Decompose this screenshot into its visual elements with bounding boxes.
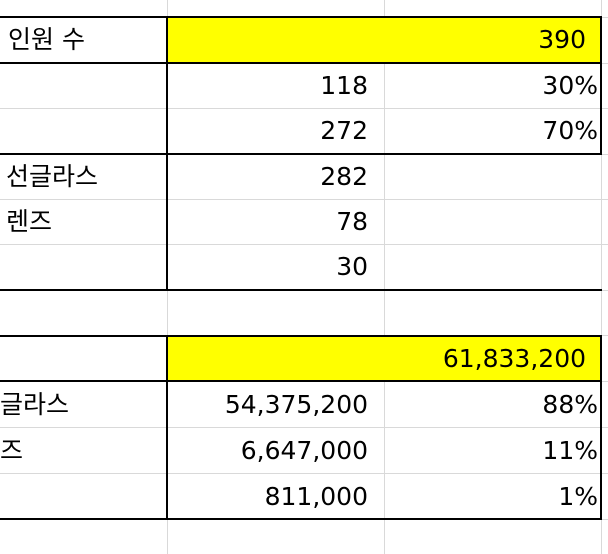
table2-border-header [0,380,602,382]
table1-border-right [600,16,602,155]
table1-row-count[interactable]: 282 [320,162,368,191]
table1-row-pct[interactable]: 70% [542,116,598,145]
table1-row-label[interactable] [6,244,164,290]
table1-row-count[interactable]: 30 [336,252,368,281]
table2-row-amount[interactable]: 811,000 [264,482,368,511]
table2-border-top [0,335,602,337]
row-gridline [0,244,608,245]
table1-row-pct[interactable] [385,199,598,245]
table1-row-pct[interactable]: 30% [542,71,598,100]
highlight-cell [167,17,601,63]
table2-row-label[interactable]: 즈 [0,436,24,465]
column-gridline [601,0,602,554]
table2-row-label[interactable] [0,474,164,520]
table2-border-col [166,335,168,520]
table2-row-amount[interactable]: 6,647,000 [240,436,368,465]
row-gridline [0,473,608,474]
table1-row-label[interactable] [6,108,164,154]
table2-row-amount[interactable]: 54,375,200 [224,390,368,419]
column-gridline [384,0,385,554]
table2-row-pct[interactable]: 11% [542,436,598,465]
table1-border-top [0,16,602,18]
table1-border-bottom [0,289,602,291]
table2-header-total[interactable]: 61,833,200 [442,344,586,373]
table2-header-label[interactable] [6,336,164,382]
table2-row-label[interactable]: 글라스 [0,390,70,419]
table1-row-label[interactable] [6,63,164,109]
table1-row-label[interactable]: 렌즈 [6,207,53,236]
table2-border-bottom [0,518,602,520]
row-gridline [0,427,608,428]
table1-row-count[interactable]: 78 [336,207,368,236]
table1-row-label[interactable]: 선글라스 [6,162,99,191]
row-gridline [0,108,608,109]
table1-border-header [0,62,602,64]
table1-header-total[interactable]: 390 [538,25,586,54]
row-gridline [0,199,608,200]
table2-row-pct[interactable]: 88% [542,390,598,419]
table1-border-mid [0,153,602,155]
highlight-cell [167,336,601,381]
table1-row-pct[interactable] [385,154,598,200]
table1-row-count[interactable]: 118 [320,71,368,100]
table1-row-count[interactable]: 272 [320,116,368,145]
table2-border-right [600,335,602,520]
table2-row-pct[interactable]: 1% [558,482,598,511]
table1-border-col [166,16,168,291]
table1-header-label[interactable]: 인원 수 [8,25,85,54]
table1-row-pct[interactable] [385,244,598,290]
